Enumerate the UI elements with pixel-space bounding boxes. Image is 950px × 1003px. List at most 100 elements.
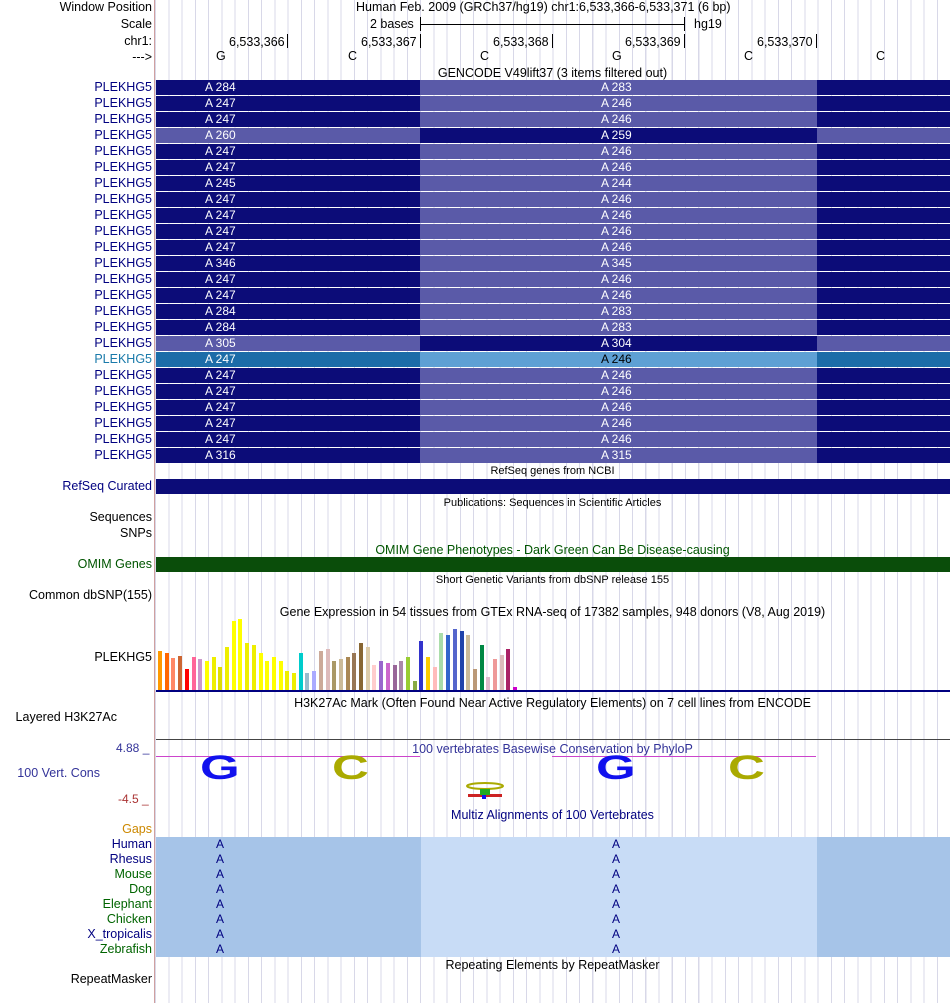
gencode-transcript-row[interactable]: A 247 A 246 — [156, 144, 950, 159]
gencode-exon-segment[interactable] — [817, 448, 950, 463]
gencode-exon-segment[interactable]: A 316 — [156, 448, 420, 463]
gencode-row-label[interactable]: PLEKHG5 — [94, 160, 152, 174]
gtex-tissue-bar[interactable] — [258, 653, 263, 691]
gencode-row-label[interactable]: PLEKHG5 — [94, 96, 152, 110]
gencode-exon-segment[interactable]: A 247 — [156, 240, 420, 255]
gtex-tissue-bar[interactable] — [385, 663, 390, 691]
gencode-exon-segment[interactable]: A 247 — [156, 144, 420, 159]
gtex-tissue-bar[interactable] — [332, 661, 337, 691]
gencode-exon-segment[interactable]: A 247 — [156, 368, 420, 383]
conservation-track-title[interactable]: 100 vertebrates Basewise Conservation by… — [412, 742, 693, 756]
gencode-exon-segment[interactable]: A 284 — [156, 320, 420, 335]
gencode-transcript-row[interactable]: A 305 A 304 — [156, 336, 950, 351]
gencode-exon-segment[interactable]: A 346 — [156, 256, 420, 271]
gencode-row-label[interactable]: PLEKHG5 — [94, 224, 152, 238]
dbsnp-track-label[interactable]: Common dbSNP(155) — [29, 588, 152, 602]
gtex-tissue-bar[interactable] — [486, 677, 491, 691]
gencode-exon-segment[interactable] — [817, 320, 950, 335]
gencode-exon-segment[interactable] — [817, 256, 950, 271]
gencode-row-label[interactable]: PLEKHG5 — [94, 432, 152, 446]
gencode-transcript-row[interactable]: A 284 A 283 — [156, 320, 950, 335]
refseq-track-title[interactable]: RefSeq genes from NCBI — [490, 465, 615, 477]
gencode-exon-segment[interactable] — [817, 400, 950, 415]
gtex-tissue-bar[interactable] — [278, 661, 283, 691]
position-title[interactable]: Human Feb. 2009 (GRCh37/hg19) chr1:6,533… — [356, 0, 731, 14]
gencode-exon-segment[interactable]: A 247 — [156, 192, 420, 207]
gencode-row-label[interactable]: PLEKHG5 — [94, 416, 152, 430]
gtex-tissue-bar[interactable] — [399, 661, 404, 691]
gtex-tissue-bar[interactable] — [225, 647, 229, 691]
multiz-track-title[interactable]: Multiz Alignments of 100 Vertebrates — [451, 808, 654, 822]
gencode-exon-segment[interactable] — [817, 304, 950, 319]
multiz-species-label[interactable]: Mouse — [114, 867, 152, 881]
gencode-exon-segment[interactable] — [817, 80, 950, 95]
gtex-tissue-bar[interactable] — [265, 661, 270, 691]
omim-track-label[interactable]: OMIM Genes — [77, 557, 152, 571]
gtex-tissue-bar[interactable] — [318, 651, 323, 691]
gencode-transcript-row[interactable]: A 247 A 246 — [156, 96, 950, 111]
gencode-exon-segment[interactable]: A 247 — [156, 224, 420, 239]
gtex-tissue-bar[interactable] — [359, 643, 363, 691]
gencode-exon-segment[interactable] — [817, 416, 950, 431]
gtex-tissue-bar[interactable] — [245, 643, 250, 691]
gtex-tissue-bar[interactable] — [352, 653, 357, 691]
gencode-transcript-row[interactable]: A 247 A 246 — [156, 288, 950, 303]
gtex-tissue-bar[interactable] — [405, 657, 410, 691]
snps-track-label[interactable]: SNPs — [120, 526, 152, 540]
omim-gene-bar[interactable] — [156, 557, 950, 572]
gencode-transcript-row[interactable]: A 247 A 246 — [156, 432, 950, 447]
gencode-exon-segment[interactable] — [817, 144, 950, 159]
gencode-exon-segment[interactable]: A 246 — [420, 416, 817, 431]
gtex-tissue-bar[interactable] — [412, 681, 417, 691]
gtex-tissue-bar[interactable] — [432, 667, 437, 691]
multiz-species-label[interactable]: Elephant — [102, 897, 152, 911]
gencode-exon-segment[interactable] — [817, 384, 950, 399]
gencode-row-label[interactable]: PLEKHG5 — [94, 240, 152, 254]
gtex-tissue-bar[interactable] — [191, 657, 196, 691]
gencode-transcript-row[interactable]: A 284 A 283 — [156, 80, 950, 95]
repeatmasker-track-title[interactable]: Repeating Elements by RepeatMasker — [445, 958, 660, 972]
gencode-exon-segment[interactable]: A 283 — [420, 304, 817, 319]
gtex-tissue-bar[interactable] — [171, 658, 176, 691]
gtex-tissue-bar[interactable] — [325, 649, 330, 691]
gtex-tissue-bar[interactable] — [184, 669, 189, 691]
multiz-species-label[interactable]: Chicken — [106, 912, 152, 926]
gencode-exon-segment[interactable]: A 247 — [156, 160, 420, 175]
gencode-row-label[interactable]: PLEKHG5 — [94, 320, 152, 334]
gencode-exon-segment[interactable]: A 247 — [156, 384, 420, 399]
gtex-tissue-bar[interactable] — [285, 671, 290, 691]
gtex-tissue-bar[interactable] — [466, 635, 471, 691]
gtex-tissue-bar[interactable] — [506, 649, 511, 691]
gencode-transcript-row[interactable]: A 247 A 246 — [156, 384, 950, 399]
gencode-transcript-row[interactable]: A 247 A 246 — [156, 240, 950, 255]
gencode-exon-segment[interactable] — [817, 432, 950, 447]
gencode-exon-segment[interactable]: A 247 — [156, 288, 420, 303]
gencode-exon-segment[interactable]: A 246 — [420, 96, 817, 111]
gencode-row-label[interactable]: PLEKHG5 — [94, 176, 152, 190]
gtex-tissue-bar[interactable] — [513, 687, 518, 691]
gencode-exon-segment[interactable]: A 245 — [156, 176, 420, 191]
gencode-row-label[interactable]: PLEKHG5 — [94, 144, 152, 158]
gtex-tissue-bar[interactable] — [338, 659, 343, 691]
gencode-transcript-row[interactable]: A 247 A 246 — [156, 352, 950, 367]
gencode-row-label[interactable]: PLEKHG5 — [94, 256, 152, 270]
gtex-tissue-bar[interactable] — [499, 655, 504, 691]
gencode-row-label[interactable]: PLEKHG5 — [94, 272, 152, 286]
gencode-transcript-row[interactable]: A 346 A 345 — [156, 256, 950, 271]
multiz-species-label[interactable]: Zebrafish — [99, 942, 152, 956]
gencode-row-label[interactable]: PLEKHG5 — [94, 80, 152, 94]
gtex-tissue-bar[interactable] — [251, 645, 256, 691]
gtex-tissue-bar[interactable] — [426, 657, 430, 691]
gtex-tissue-bar[interactable] — [292, 673, 296, 691]
gtex-tissue-bar[interactable] — [238, 619, 243, 691]
gencode-row-label[interactable]: PLEKHG5 — [94, 448, 152, 462]
gencode-exon-segment[interactable] — [817, 288, 950, 303]
gencode-transcript-row[interactable]: A 316 A 315 — [156, 448, 950, 463]
gtex-tissue-bar[interactable] — [372, 665, 377, 691]
h3k27ac-track-label[interactable]: Layered H3K27Ac — [15, 710, 117, 724]
gencode-exon-segment[interactable]: A 247 — [156, 352, 420, 367]
gencode-exon-segment[interactable]: A 283 — [420, 320, 817, 335]
